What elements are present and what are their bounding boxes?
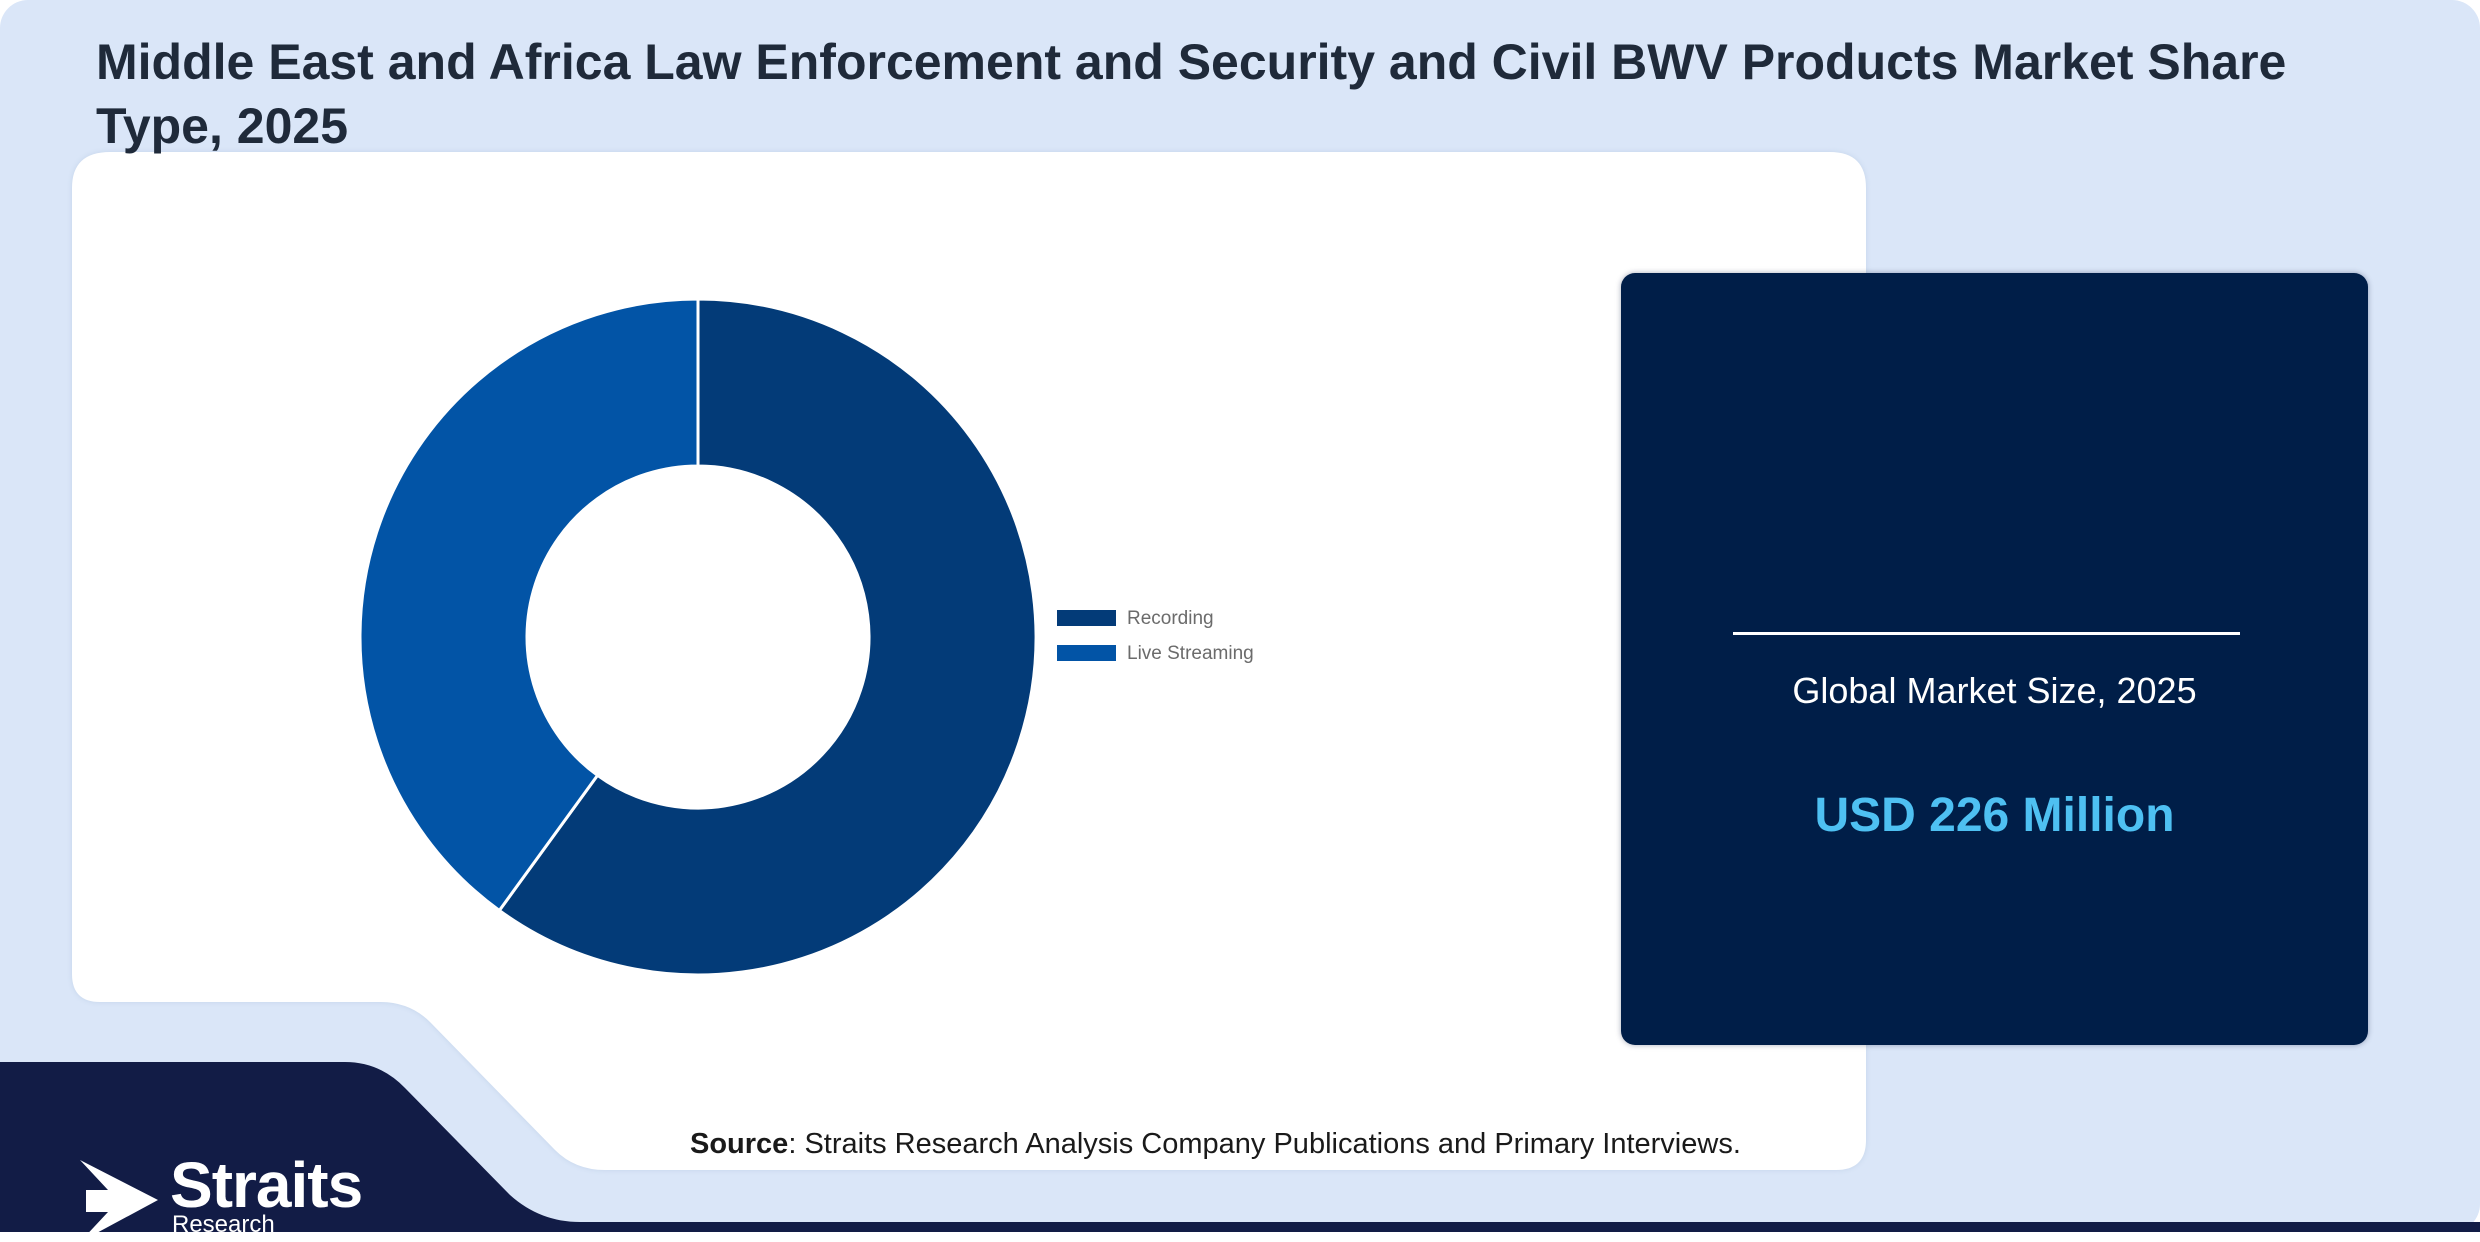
source-label: Source xyxy=(690,1128,789,1160)
donut-slice-live-streaming xyxy=(358,297,700,913)
legend-swatch-live-streaming xyxy=(1057,645,1116,661)
logo-subtitle: Research xyxy=(172,1211,275,1238)
legend-label-recording: Recording xyxy=(1127,608,1214,629)
legend-swatch-recording xyxy=(1057,610,1116,626)
legend-label-live-streaming: Live Streaming xyxy=(1127,643,1254,664)
source-note: Source: Straits Research Analysis Compan… xyxy=(690,1128,1741,1161)
chart-title: Middle East and Africa Law Enforcement a… xyxy=(96,34,2287,154)
donut-slice-recording xyxy=(497,297,1038,977)
donut-slices xyxy=(358,297,1038,977)
market-size-label: Global Market Size, 2025 xyxy=(1792,670,2197,711)
market-size-value: USD 226 Million xyxy=(1814,789,2175,842)
market-size-card: USD 226 Million Global Market Size, 2025 xyxy=(1621,273,2368,1045)
footer-band xyxy=(0,1062,2480,1232)
source-text: : Straits Research Analysis Company Publ… xyxy=(788,1128,1741,1160)
straits-logo-icon xyxy=(80,1160,158,1242)
chart-legend: Recording Live Streaming xyxy=(1057,608,1254,664)
logo-wordmark: Straits xyxy=(170,1149,363,1221)
card-divider xyxy=(1733,632,2240,635)
